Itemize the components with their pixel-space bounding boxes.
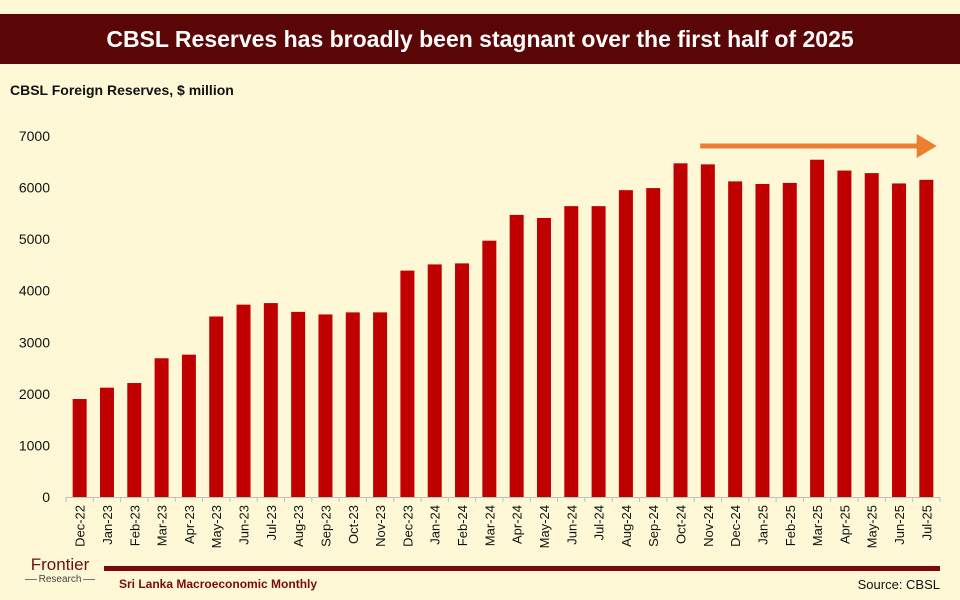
x-tick-label: Mar-23 bbox=[155, 505, 170, 546]
bar bbox=[400, 270, 415, 497]
footer-divider bbox=[104, 566, 940, 571]
bar bbox=[591, 206, 606, 497]
bar bbox=[427, 264, 442, 497]
x-tick-label: Sep-23 bbox=[318, 505, 333, 547]
x-tick-label: Jul-25 bbox=[919, 505, 934, 540]
bar bbox=[700, 164, 715, 497]
frontier-research-logo: Frontier Research bbox=[22, 556, 98, 586]
bar bbox=[536, 217, 551, 497]
source-note: Source: CBSL bbox=[857, 577, 940, 592]
x-tick-label: May-24 bbox=[537, 505, 552, 548]
bar bbox=[646, 188, 661, 497]
chart-title: CBSL Reserves has broadly been stagnant … bbox=[0, 14, 960, 64]
y-tick-label: 5000 bbox=[19, 231, 50, 247]
bar bbox=[782, 182, 797, 497]
bar bbox=[755, 183, 770, 497]
x-tick-label: Feb-25 bbox=[783, 505, 798, 546]
bar bbox=[181, 354, 196, 497]
x-tick-label: May-25 bbox=[865, 505, 880, 548]
bar bbox=[72, 399, 87, 497]
x-tick-label: Mar-24 bbox=[482, 505, 497, 546]
y-tick-label: 4000 bbox=[19, 283, 50, 299]
x-tick-label: Nov-23 bbox=[373, 505, 388, 547]
x-tick-label: Nov-24 bbox=[701, 505, 716, 547]
x-tick-label: Jan-24 bbox=[428, 505, 443, 545]
bar bbox=[509, 214, 524, 497]
bar bbox=[99, 387, 114, 497]
logo-subtitle: Research bbox=[22, 574, 98, 586]
publication-name: Sri Lanka Macroeconomic Monthly bbox=[119, 577, 318, 591]
x-tick-label: Aug-24 bbox=[619, 505, 634, 547]
x-tick-label: Jun-25 bbox=[892, 505, 907, 545]
x-tick-label: Jan-23 bbox=[100, 505, 115, 545]
x-tick-label: Aug-23 bbox=[291, 505, 306, 547]
x-tick-label: Feb-23 bbox=[127, 505, 142, 546]
bar bbox=[892, 183, 907, 497]
x-tick-label: Apr-23 bbox=[182, 505, 197, 544]
bar bbox=[810, 159, 825, 498]
bar-chart: 0 1000 2000 3000 4000 5000 6000 7000 Dec-22 Jan-2… bbox=[19, 128, 941, 548]
x-tick-label: Mar-25 bbox=[810, 505, 825, 546]
bar bbox=[236, 304, 251, 497]
x-tick-label: Sep-24 bbox=[646, 505, 661, 547]
x-tick-label: May-23 bbox=[209, 505, 224, 548]
bar bbox=[318, 314, 333, 497]
y-tick-label: 3000 bbox=[19, 334, 50, 350]
x-tick-label: Jan-25 bbox=[755, 505, 770, 545]
bar bbox=[919, 179, 934, 498]
bar bbox=[728, 181, 743, 497]
x-tick-label: Jul-24 bbox=[592, 505, 607, 540]
trend-arrow-head bbox=[916, 134, 937, 158]
x-tick-label: Dec-24 bbox=[728, 505, 743, 547]
bar bbox=[291, 311, 306, 497]
bar bbox=[864, 173, 879, 498]
x-tick-label: Oct-24 bbox=[674, 505, 689, 544]
bar bbox=[455, 263, 470, 497]
x-tick-label: Apr-24 bbox=[510, 505, 525, 544]
x-tick-label: Oct-23 bbox=[346, 505, 361, 544]
x-tick-label: Dec-23 bbox=[400, 505, 415, 547]
y-tick-label: 0 bbox=[42, 489, 50, 505]
y-tick-label: 6000 bbox=[19, 180, 50, 196]
bar bbox=[127, 383, 142, 497]
y-tick-label: 1000 bbox=[19, 437, 50, 453]
bar bbox=[154, 358, 169, 497]
bar bbox=[345, 312, 360, 497]
y-tick-label: 7000 bbox=[19, 128, 50, 144]
bar bbox=[618, 190, 633, 497]
logo-wordmark: Frontier bbox=[30, 555, 90, 574]
y-axis-label: CBSL Foreign Reserves, $ million bbox=[10, 82, 234, 98]
x-tick-label: Apr-25 bbox=[837, 505, 852, 544]
bar bbox=[837, 170, 852, 497]
x-tick-label: Feb-24 bbox=[455, 505, 470, 546]
x-tick-label: Jul-23 bbox=[264, 505, 279, 540]
bar bbox=[209, 316, 224, 497]
bar bbox=[564, 206, 579, 497]
x-tick-label: Jun-24 bbox=[564, 505, 579, 545]
x-tick-label: Dec-22 bbox=[73, 505, 88, 547]
bar bbox=[373, 312, 388, 497]
bar bbox=[263, 303, 278, 497]
y-tick-label: 2000 bbox=[19, 386, 50, 402]
x-tick-label: Jun-23 bbox=[237, 505, 252, 545]
bar bbox=[482, 240, 497, 497]
bar bbox=[673, 163, 688, 497]
